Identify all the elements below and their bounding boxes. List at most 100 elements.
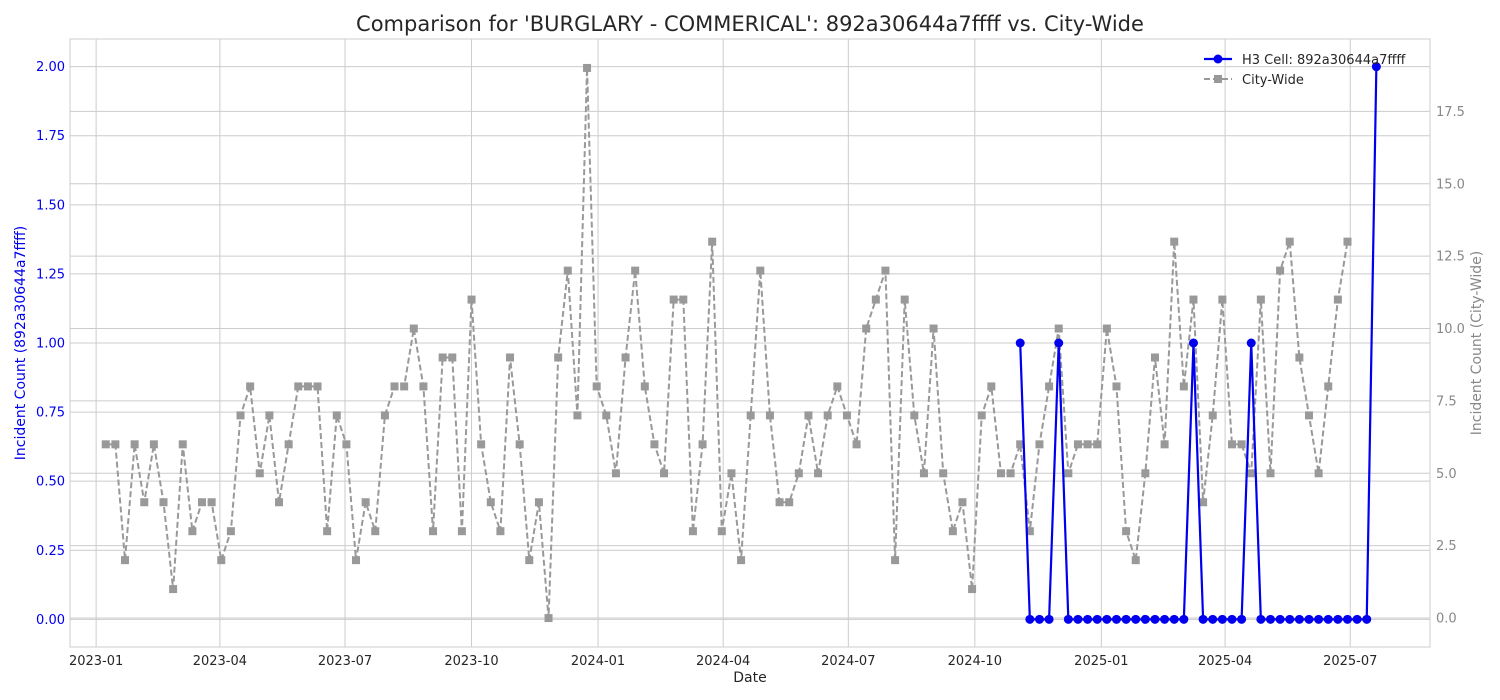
x-tick-label: 2023-10 — [444, 654, 498, 669]
data-point — [1285, 237, 1294, 246]
series-line — [105, 67, 1349, 619]
data-point — [775, 498, 784, 507]
data-point — [236, 411, 245, 420]
data-point — [592, 382, 601, 391]
data-point — [111, 440, 120, 449]
data-point — [130, 440, 139, 449]
left-tick-label: 0.50 — [36, 475, 65, 490]
data-point — [1102, 614, 1112, 624]
x-tick-label: 2025-01 — [1074, 654, 1128, 669]
data-point — [1015, 338, 1025, 348]
data-point — [1342, 614, 1352, 624]
data-point — [255, 469, 264, 478]
data-point — [294, 382, 303, 391]
data-point — [207, 498, 216, 507]
data-point — [717, 527, 726, 536]
data-point — [332, 411, 341, 420]
data-point — [198, 498, 207, 507]
x-tick-label: 2024-01 — [571, 654, 625, 669]
data-point — [1218, 295, 1227, 304]
x-tick-label: 2023-07 — [318, 654, 372, 669]
data-point — [409, 324, 418, 333]
right-tick-label: 15.0 — [1436, 177, 1465, 192]
right-tick-label: 12.5 — [1436, 250, 1465, 265]
data-point — [1217, 614, 1227, 624]
data-point — [1304, 614, 1314, 624]
data-point — [380, 411, 389, 420]
data-point — [968, 585, 977, 594]
data-point — [727, 469, 736, 478]
x-axis-ticks: 2023-01 2023-04 2023-07 2023-10 2024-01 2024-… — [69, 654, 1377, 669]
left-tick-label: 0.25 — [36, 544, 65, 559]
data-point — [1083, 614, 1093, 624]
data-point — [563, 266, 572, 275]
data-point — [996, 469, 1005, 478]
data-point — [1275, 614, 1285, 624]
data-point — [958, 498, 967, 507]
data-point — [1333, 614, 1343, 624]
data-point — [419, 382, 428, 391]
data-point — [1150, 353, 1159, 362]
data-point — [737, 556, 746, 565]
data-point — [1169, 614, 1179, 624]
data-point — [496, 527, 505, 536]
data-point — [1093, 440, 1102, 449]
data-point — [361, 498, 370, 507]
data-point — [583, 63, 592, 72]
right-tick-label: 7.5 — [1436, 394, 1457, 409]
data-point — [1237, 614, 1247, 624]
data-point — [1045, 382, 1054, 391]
data-point — [515, 440, 524, 449]
data-point — [1285, 614, 1295, 624]
data-point — [390, 382, 399, 391]
data-point — [1034, 614, 1044, 624]
right-tick-label: 17.5 — [1436, 105, 1465, 120]
x-tick-label: 2024-04 — [696, 654, 750, 669]
legend-city-marker — [1214, 75, 1222, 83]
legend-item-cell: H3 Cell: 892a30644a7ffff — [1204, 53, 1406, 68]
data-point — [467, 295, 476, 304]
data-point — [1362, 614, 1372, 624]
data-point — [621, 353, 630, 362]
data-point — [525, 556, 534, 565]
data-point — [544, 614, 553, 623]
left-axis-label: Incident Count (892a30644a7ffff) — [13, 226, 29, 460]
left-tick-label: 1.75 — [36, 129, 65, 144]
data-point — [1131, 556, 1140, 565]
data-point — [486, 498, 495, 507]
data-point — [1092, 614, 1102, 624]
x-tick-label: 2025-04 — [1198, 654, 1252, 669]
data-point — [217, 556, 226, 565]
data-point — [1016, 440, 1025, 449]
right-tick-label: 5.0 — [1436, 467, 1457, 482]
data-point — [438, 353, 447, 362]
data-point — [457, 527, 466, 536]
data-point — [1044, 614, 1054, 624]
data-point — [650, 440, 659, 449]
x-tick-label: 2024-07 — [821, 654, 875, 669]
data-point — [660, 469, 669, 478]
data-point — [987, 382, 996, 391]
data-point — [1208, 614, 1218, 624]
data-point — [1276, 266, 1285, 275]
data-point — [1324, 382, 1333, 391]
data-point — [284, 440, 293, 449]
data-point — [1314, 469, 1323, 478]
data-point — [1304, 411, 1313, 420]
x-axis-label: Date — [733, 670, 766, 686]
data-point — [814, 469, 823, 478]
data-point — [534, 498, 543, 507]
data-point — [1199, 498, 1208, 507]
data-point — [1208, 411, 1217, 420]
h3-cell-series — [1015, 62, 1381, 624]
data-point — [1179, 382, 1188, 391]
data-point — [640, 382, 649, 391]
data-point — [1294, 614, 1304, 624]
data-point — [794, 469, 803, 478]
data-point — [1198, 614, 1208, 624]
data-point — [891, 556, 900, 565]
x-tick-label: 2025-07 — [1323, 654, 1377, 669]
data-point — [159, 498, 168, 507]
left-tick-label: 0.75 — [36, 406, 65, 421]
data-point — [1121, 614, 1131, 624]
